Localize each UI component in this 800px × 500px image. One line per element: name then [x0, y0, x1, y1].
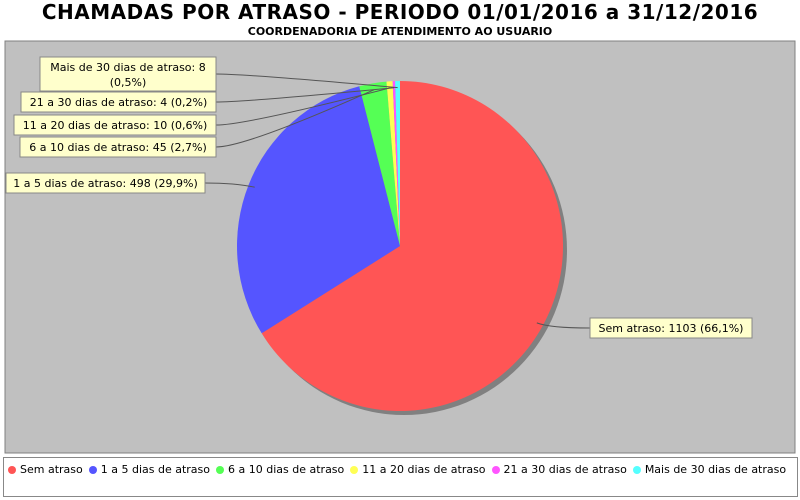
legend-label: Mais de 30 dias de atraso: [644, 463, 787, 476]
label-connector: [204, 182, 255, 188]
label-connector: [536, 322, 591, 329]
pie-slice: [261, 81, 563, 411]
legend-label: 6 a 10 dias de atraso: [228, 463, 345, 476]
label-connector: [215, 87, 391, 126]
data-label: 21 a 30 dias de atraso: 4 (0,2%): [30, 96, 207, 109]
data-label-box: [13, 114, 217, 136]
legend-label: 11 a 20 dias de atraso: [362, 463, 486, 476]
pie-slice: [359, 81, 400, 247]
legend: Sem atraso 1 a 5 dias de atraso 6 a 10 dia…: [3, 457, 798, 497]
legend-item: Sem atraso: [8, 460, 83, 480]
data-label: Sem atraso: 1103 (66,1%): [599, 322, 744, 335]
legend-swatch: [350, 466, 359, 474]
chart-title: CHAMADAS POR ATRASO - PERIODO 01/01/2016…: [41, 0, 759, 24]
pie-slice: [386, 81, 400, 246]
data-label-box: [5, 172, 206, 194]
legend-swatch: [216, 466, 225, 474]
pie-chart: Sem atraso: 1103 (66,1%) 1 a 5 dias de at…: [4, 40, 796, 454]
label-connector: [215, 89, 375, 148]
legend-item: 6 a 10 dias de atraso: [216, 460, 344, 480]
data-label-box: [19, 136, 217, 158]
pie-slice: [392, 81, 400, 246]
pie-slice: [236, 86, 400, 334]
data-label-box: [20, 91, 217, 113]
legend-item: 21 a 30 dias de atraso: [491, 460, 627, 480]
legend-label: Sem atraso: [20, 463, 83, 476]
data-label: 11 a 20 dias de atraso: 10 (0,6%): [23, 119, 207, 132]
label-connector: [215, 87, 395, 103]
pie-slice: [395, 81, 400, 246]
legend-swatch: [491, 466, 500, 474]
data-label-box: [39, 56, 217, 92]
legend-item: 11 a 20 dias de atraso: [350, 460, 486, 480]
data-label-box: [589, 317, 753, 339]
data-label: Mais de 30 dias de atraso: 8 (0,5%): [50, 61, 206, 89]
legend-label: 1 a 5 dias de atraso: [100, 463, 211, 476]
legend-item: Mais de 30 dias de atraso: [632, 460, 787, 480]
data-label: 1 a 5 dias de atraso: 498 (29,9%): [13, 177, 197, 190]
legend-item: 1 a 5 dias de atraso: [88, 460, 211, 480]
legend-swatch: [88, 466, 97, 474]
legend-swatch: [8, 466, 16, 474]
label-connector: [215, 73, 398, 89]
legend-swatch: [632, 466, 641, 474]
chart-subtitle: COORDENADORIA DE ATENDIMENTO AO USUARIO: [247, 25, 553, 38]
legend-label: 21 a 30 dias de atraso: [503, 463, 627, 476]
data-label: 6 a 10 dias de atraso: 45 (2,7%): [29, 141, 206, 154]
